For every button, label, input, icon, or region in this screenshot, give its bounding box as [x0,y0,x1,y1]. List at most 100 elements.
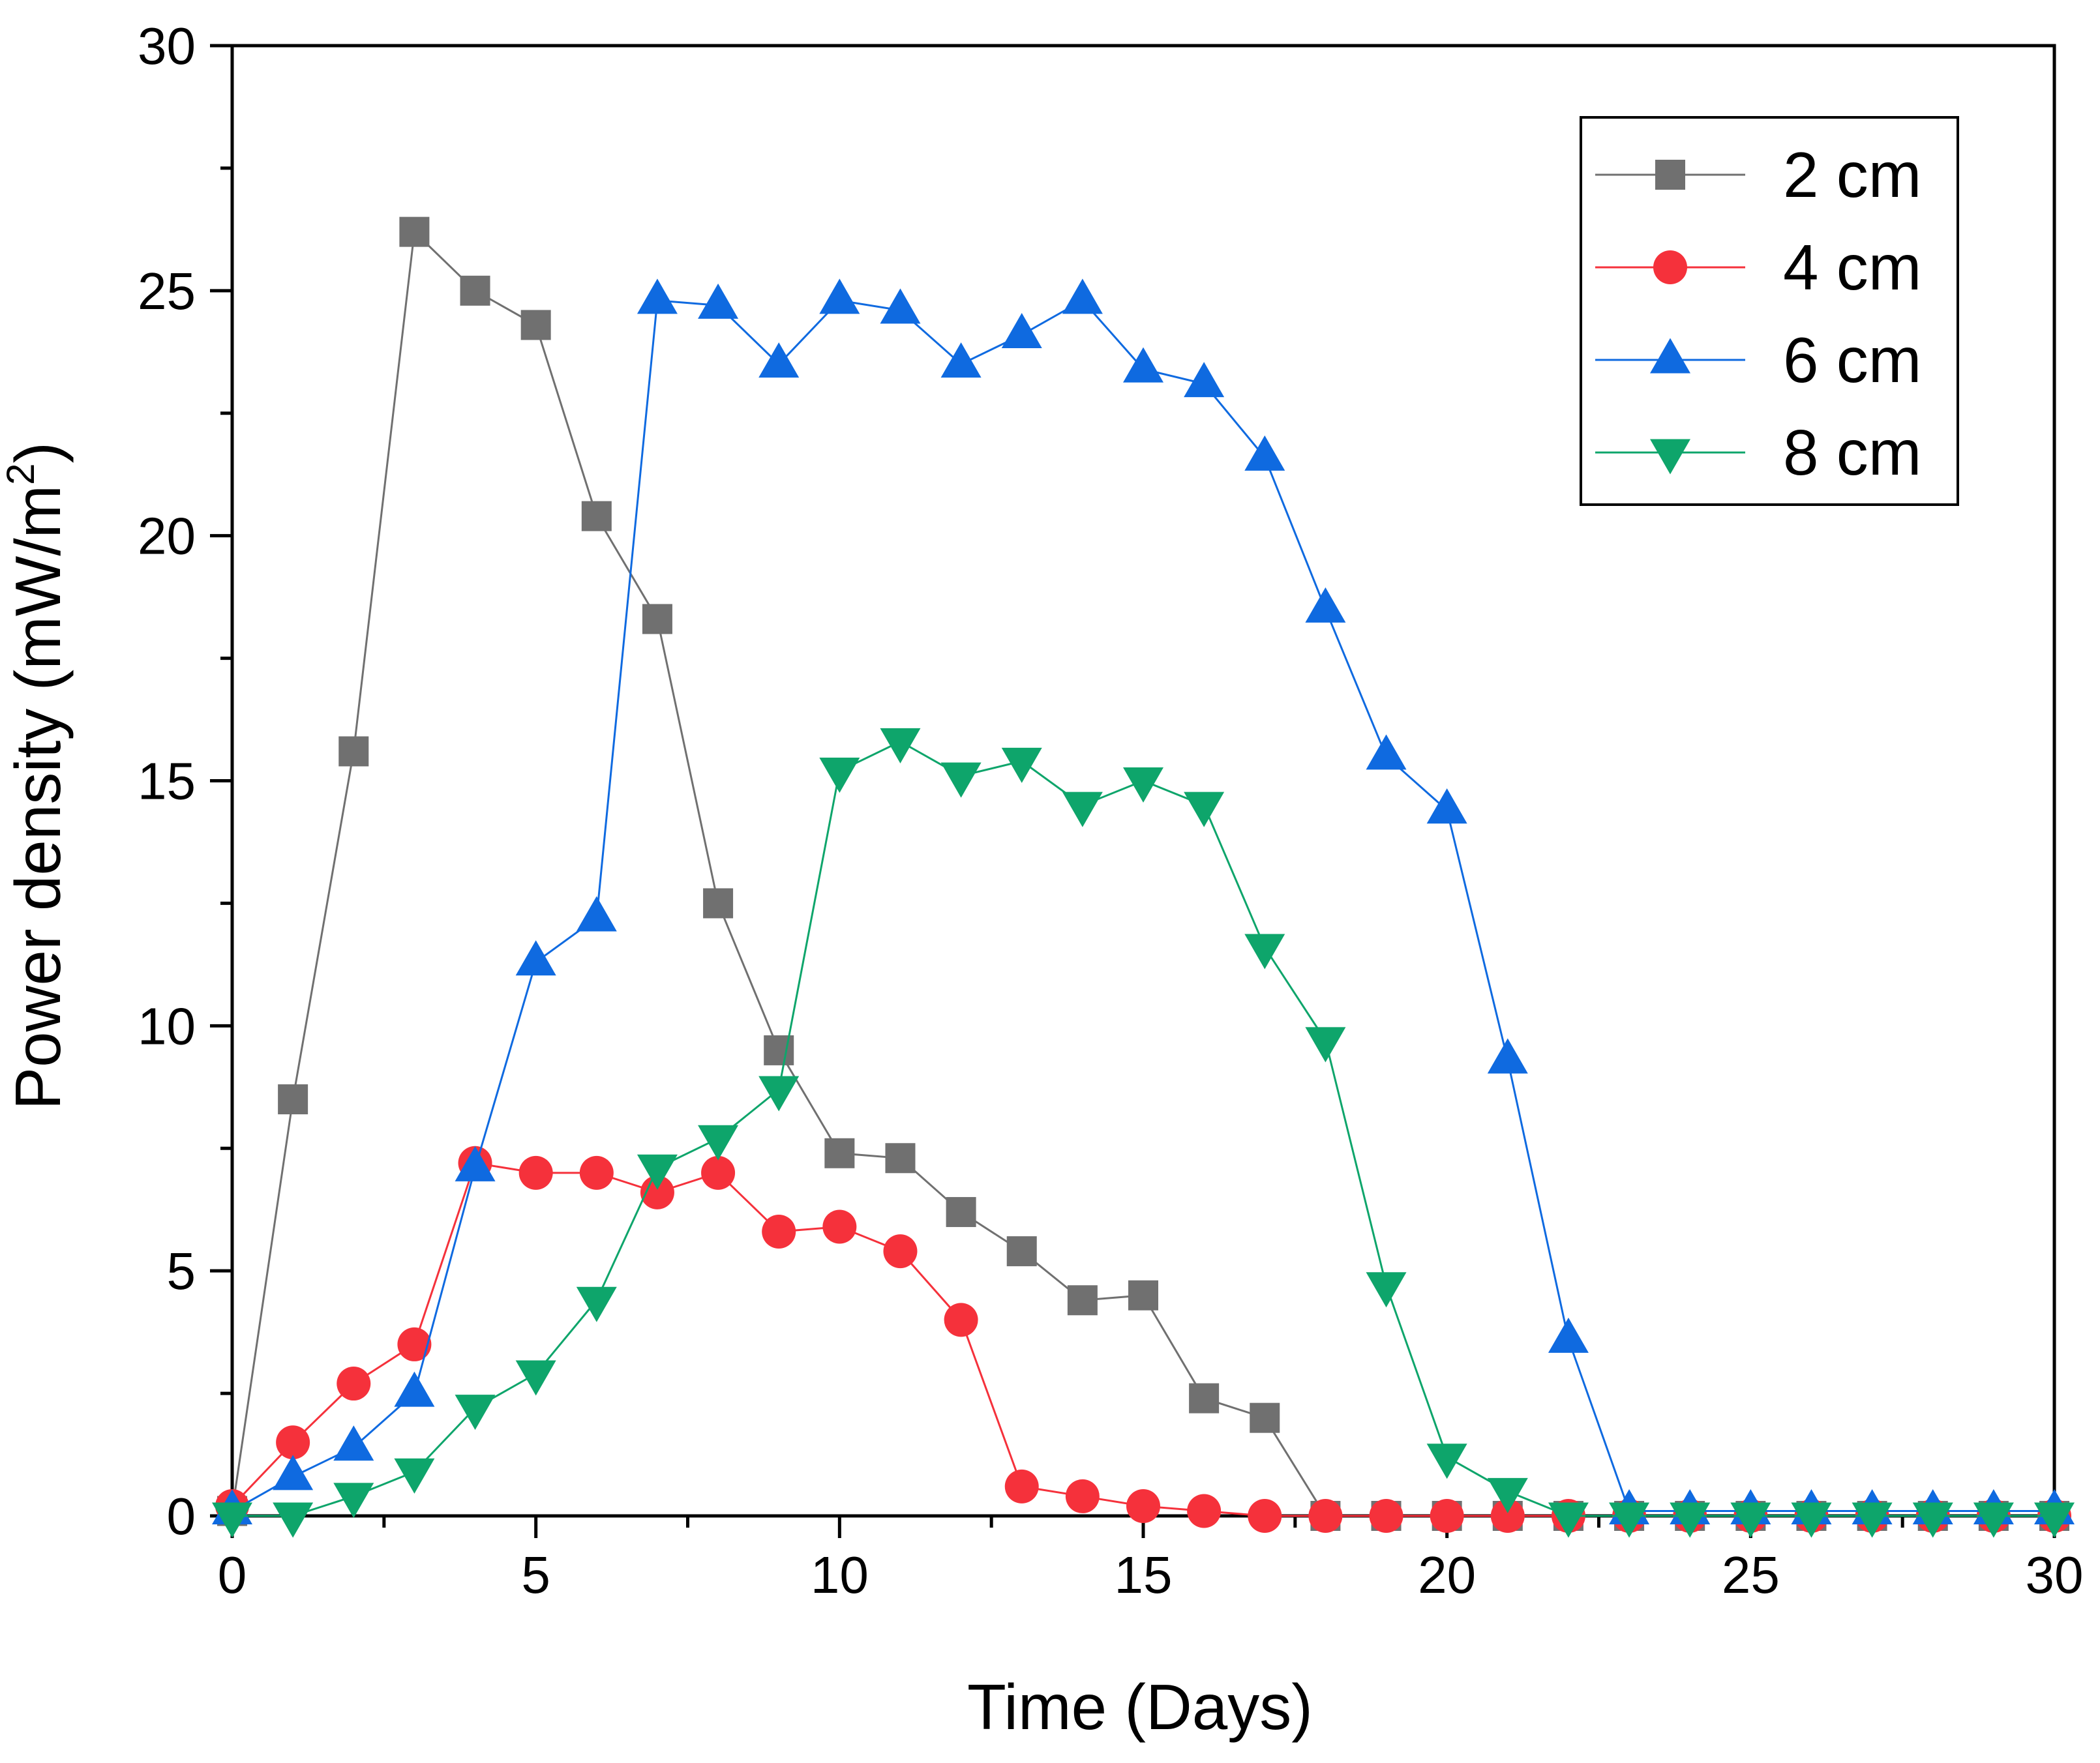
y-axis-title-main: Power density (mW/m [2,485,74,1110]
data-point [394,1458,435,1494]
data-point [1426,788,1467,824]
data-point [940,342,982,378]
data-point [1062,792,1103,827]
data-point [1189,1383,1220,1414]
data-point [642,604,672,634]
data-point [1305,587,1346,623]
data-point [1973,1502,2014,1538]
legend-label: 6 cm [1783,324,1921,396]
legend-box [1580,116,1959,506]
data-point [880,288,921,324]
data-point [946,1196,976,1227]
x-tick-label: 0 [218,1546,247,1604]
data-point [273,1502,314,1538]
legend-marker [1655,160,1685,190]
data-point [1609,1502,1650,1538]
data-point [333,1425,374,1461]
x-axis-ticks: 0 5 10 15 20 25 30 [218,1516,2083,1604]
data-point [576,896,617,932]
data-point [1487,1038,1528,1074]
series-triangle-down [212,728,2075,1538]
series-layer [212,216,2075,1538]
data-point [1852,1502,1893,1538]
data-point [819,757,860,793]
data-point [1244,934,1285,970]
legend-marker [1650,338,1690,374]
legend-marker [1650,439,1690,475]
data-point [1004,1469,1039,1504]
data-point [1308,1499,1343,1533]
data-point [1184,362,1225,398]
data-point [883,1234,918,1269]
data-point [1244,435,1285,471]
x-tick-label: 15 [1115,1546,1173,1604]
data-point [399,216,430,247]
data-point [758,342,800,378]
data-point [579,1155,614,1190]
data-point [819,278,860,314]
y-axis-title-superscript: 2 [0,463,42,484]
data-point [1369,1499,1403,1533]
data-point [1912,1502,1953,1538]
data-point [1001,747,1042,783]
data-point [1426,1444,1467,1479]
y-tick-label: 0 [167,1487,196,1545]
data-point [394,1371,435,1407]
data-point [637,1154,678,1190]
data-point [1067,1285,1098,1316]
data-point [764,1035,794,1065]
y-tick-label: 5 [167,1242,196,1300]
data-point [1730,1502,1771,1538]
data-point [1248,1499,1282,1533]
data-point [1548,1502,1589,1538]
data-point [515,940,556,976]
series-circle [215,1146,2071,1533]
data-point [276,1425,310,1460]
y-axis-ticks: 0 5 10 15 20 25 30 [138,17,232,1545]
y-tick-label: 25 [138,262,196,320]
data-point [1430,1499,1464,1533]
legend-item: 8 cm [1595,417,1921,488]
x-tick-label: 25 [1722,1546,1780,1604]
data-point [758,1076,800,1112]
y-axis-title-close: ) [2,442,74,464]
y-tick-label: 10 [138,997,196,1055]
data-point [460,275,490,306]
data-point [1062,278,1103,314]
y-tick-label: 15 [138,752,196,810]
data-point [273,1455,314,1490]
legend-label: 8 cm [1783,417,1921,488]
data-point [576,1286,617,1322]
data-point [1065,1479,1100,1513]
data-point [703,888,734,919]
data-point [1126,1489,1160,1523]
data-point [824,1138,855,1168]
data-point [698,283,739,319]
data-point [698,1125,739,1161]
data-point [1187,1494,1222,1528]
data-point [822,1209,857,1244]
data-point [637,278,678,314]
data-point [333,1483,374,1519]
data-point [1490,1499,1525,1533]
data-point [518,1155,553,1190]
data-point [944,1303,978,1337]
data-point [2034,1502,2075,1538]
data-point [1006,1236,1037,1267]
data-point [397,1327,432,1361]
data-point [455,1395,496,1430]
legend-label: 4 cm [1783,231,1921,303]
data-point [885,1143,916,1174]
legend-marker [1653,250,1687,284]
data-point [762,1215,796,1249]
data-point [640,1175,674,1209]
data-point [1128,1280,1158,1311]
data-point [212,1502,252,1538]
legend: 2 cm 4 cm 6 cm 8 cm [1580,116,1959,506]
series-line [231,1162,2054,1517]
data-point [337,1367,371,1401]
data-point [1366,734,1407,770]
data-point [1123,767,1163,803]
series-line [232,740,2054,1517]
